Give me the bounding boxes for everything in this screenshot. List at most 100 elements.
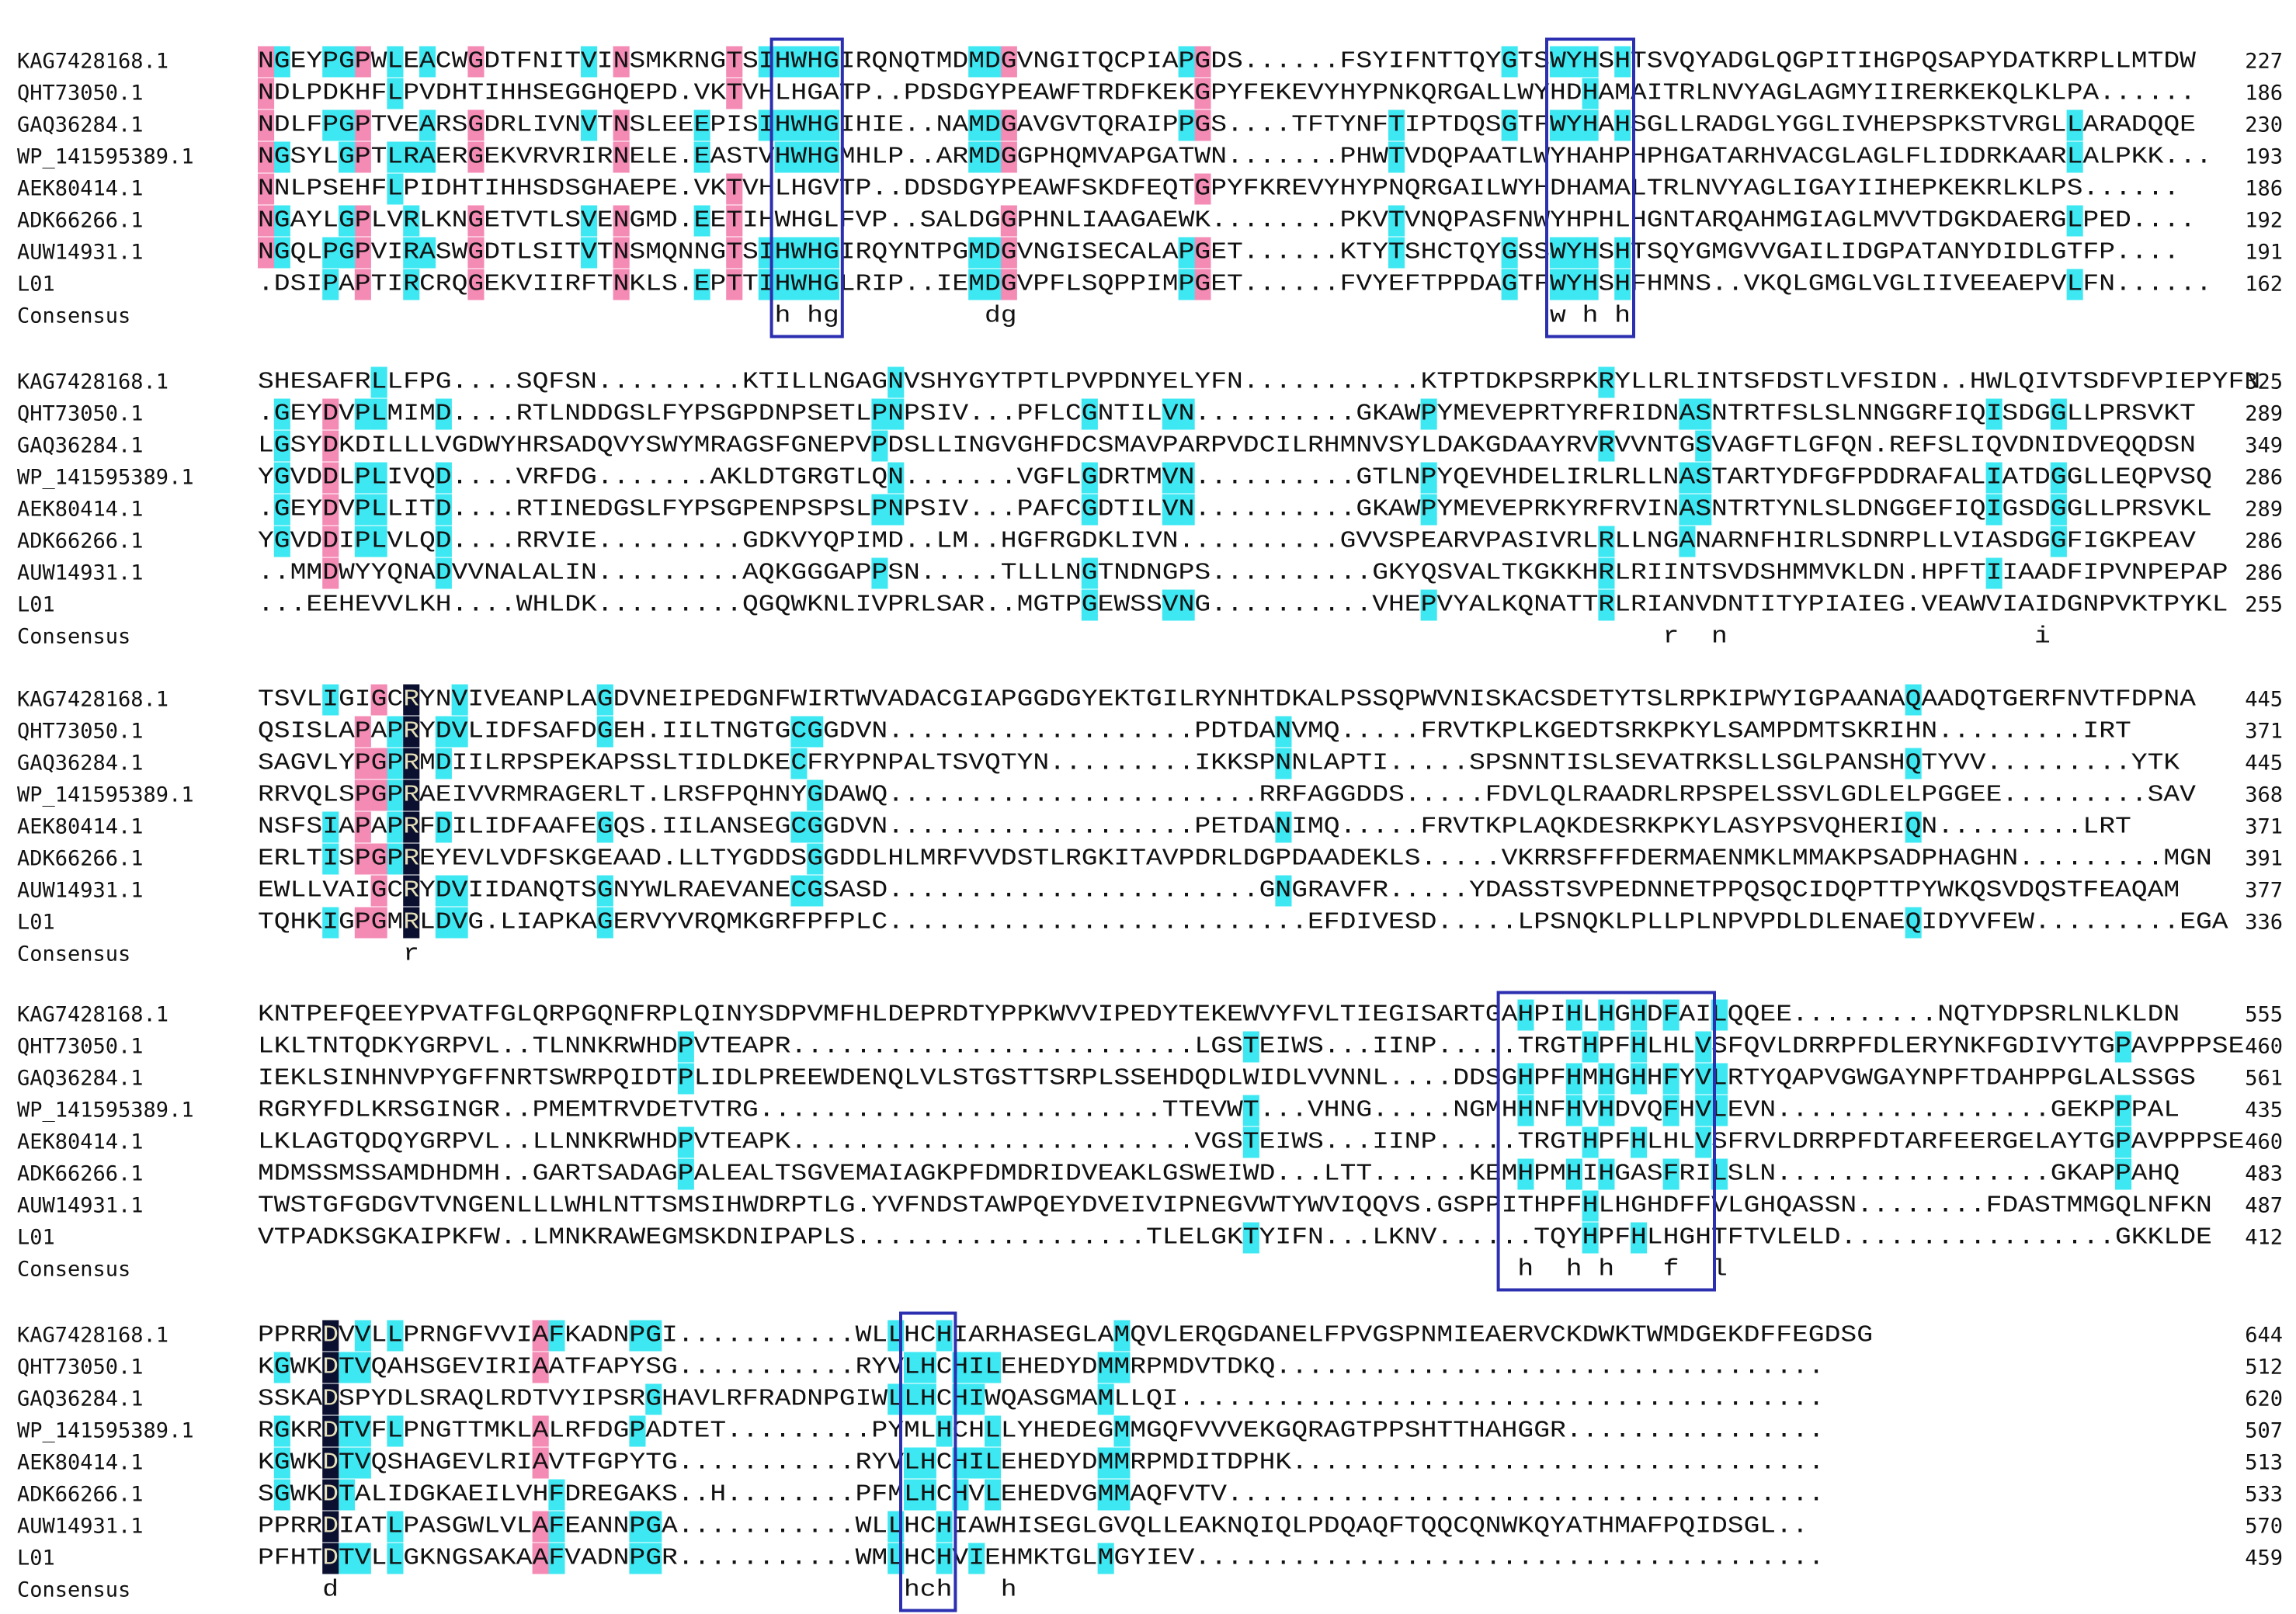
residue-highlight <box>548 1543 565 1574</box>
residue-highlight <box>629 1511 646 1543</box>
residue-highlight <box>1614 269 1631 300</box>
sequence: EWLLVAIGCRYDVIIDANQTSGNYWLRAEVANECGSASD.… <box>258 877 2180 904</box>
residue-highlight <box>387 1415 404 1447</box>
residue-highlight <box>467 237 485 269</box>
residue-highlight <box>1985 557 2002 589</box>
residue-highlight <box>1695 1126 1712 1158</box>
sequence: NGAYLGPLVRLKNGETVTLSVENGMD.EETIHWHGLFVP.… <box>258 207 2196 234</box>
residue-highlight <box>370 843 387 875</box>
residue-highlight <box>339 1447 356 1479</box>
residue-highlight <box>2050 398 2067 430</box>
residue-highlight <box>1178 109 1195 141</box>
residue-highlight <box>968 109 985 141</box>
residue-highlight <box>1582 269 1599 300</box>
residue-highlight <box>871 398 888 430</box>
residue-highlight <box>1598 526 1615 557</box>
residue-highlight <box>985 269 1002 300</box>
sequence: NDLFPGPTVEARSGDRLIVNVTNSLEEEPISIHWHGIHIE… <box>258 112 2196 139</box>
residue-highlight <box>403 205 420 237</box>
residue-highlight <box>354 269 371 300</box>
sequence: RGRYFDLKRSGINGR..PMEMTRVDETVTRG.........… <box>258 1097 2180 1124</box>
residue-highlight <box>1081 589 1098 621</box>
residue-highlight <box>645 1320 662 1352</box>
residue-highlight <box>581 237 598 269</box>
position-number: 445 <box>2245 751 2283 776</box>
residue-highlight <box>1695 430 1712 462</box>
motif-box <box>899 1311 957 1612</box>
residue-highlight <box>1242 1222 1259 1254</box>
residue-highlight <box>1517 1158 1534 1190</box>
position-number: 286 <box>2245 529 2283 554</box>
motif-box <box>1496 991 1716 1292</box>
position-number: 230 <box>2245 113 2283 137</box>
residue-highlight <box>403 684 420 716</box>
residue-highlight <box>548 1479 565 1511</box>
sequence: .GEYDVPLMIMD....RTLNDDGSLFYPSGPDNPSETLPN… <box>258 401 2196 428</box>
residue-highlight <box>273 205 290 237</box>
sequence-name: GAQ36284.1 <box>17 1067 144 1091</box>
residue-highlight <box>807 46 824 78</box>
residue-highlight <box>435 526 452 557</box>
residue-highlight <box>322 1543 339 1574</box>
residue-highlight <box>1420 589 1437 621</box>
sequence-name: ADK66266.1 <box>17 1483 144 1507</box>
residue-highlight <box>613 269 630 300</box>
residue-highlight <box>774 141 791 173</box>
residue-highlight <box>435 462 452 494</box>
residue-highlight <box>1614 109 1631 141</box>
residue-highlight <box>1550 46 1567 78</box>
residue-highlight <box>2066 269 2083 300</box>
residue-highlight <box>1565 1063 1582 1095</box>
residue-highlight <box>258 173 275 205</box>
residue-highlight <box>354 109 371 141</box>
residue-highlight <box>968 269 985 300</box>
sequence-name: L01 <box>17 272 55 297</box>
residue-highlight <box>1113 1479 1131 1511</box>
sequence: RRVQLSPGPRAEIVVRMRAGERLT.LRSFPQHNYGDAWQ.… <box>258 782 2196 809</box>
sequence: KNTPEFQEEYPVATFGLQRPGQNFRPLQINYSDPVMFHLD… <box>258 1001 2180 1029</box>
residue-highlight <box>807 237 824 269</box>
position-number: 186 <box>2245 177 2283 201</box>
alignment-block: PPRRDVVLLPRNGFVVIAFKADNPGI...........WLL… <box>17 1311 2283 1612</box>
residue-highlight <box>273 141 290 173</box>
sequence-name: AEK80414.1 <box>17 177 144 201</box>
sequence-name: ADK66266.1 <box>17 847 144 871</box>
position-number: 255 <box>2245 593 2283 617</box>
residue-highlight <box>1113 1320 1131 1352</box>
position-number: 507 <box>2245 1419 2283 1443</box>
residue-highlight <box>629 1320 646 1352</box>
residue-highlight <box>1598 1063 1615 1095</box>
residue-highlight <box>1631 999 1648 1031</box>
residue-highlight <box>1598 999 1615 1031</box>
residue-highlight <box>919 1479 936 1511</box>
position-number: 286 <box>2245 561 2283 585</box>
sequence-name: L01 <box>17 1546 55 1571</box>
residue-highlight <box>1081 462 1098 494</box>
residue-highlight <box>354 46 371 78</box>
residue-highlight <box>1097 1352 1114 1383</box>
residue-highlight <box>354 716 371 748</box>
residue-highlight <box>1985 494 2002 526</box>
residue-highlight <box>339 46 356 78</box>
residue-highlight <box>435 398 452 430</box>
residue-highlight <box>1631 1063 1648 1095</box>
residue-highlight <box>322 684 339 716</box>
residue-highlight <box>387 716 404 748</box>
residue-highlight <box>726 205 743 237</box>
residue-highlight <box>968 141 985 173</box>
residue-highlight <box>322 1415 339 1447</box>
residue-highlight <box>1178 462 1195 494</box>
residue-highlight <box>1695 1031 1712 1063</box>
consensus: h hg dg w h h <box>258 303 1631 330</box>
position-number: 191 <box>2245 241 2283 265</box>
sequence: TWSTGFGDGVTVNGENLLLWHLNTTSMSIHWDRPTLG.YV… <box>258 1192 2212 1220</box>
residue-highlight <box>1598 1158 1615 1190</box>
residue-highlight <box>693 109 710 141</box>
residue-highlight <box>1565 269 1582 300</box>
residue-highlight <box>467 141 485 173</box>
sequence: VTPADKSGKAIPKFW..LMNKRAWEGMSKDNIPAPLS...… <box>258 1224 2212 1251</box>
sequence-name: QHT73050.1 <box>17 82 144 106</box>
residue-highlight <box>322 109 339 141</box>
sequence: NGSYLGPTLRAERGEKVRVRIRNELE.EASTVHWHGMHLP… <box>258 144 2212 171</box>
residue-highlight <box>596 716 613 748</box>
